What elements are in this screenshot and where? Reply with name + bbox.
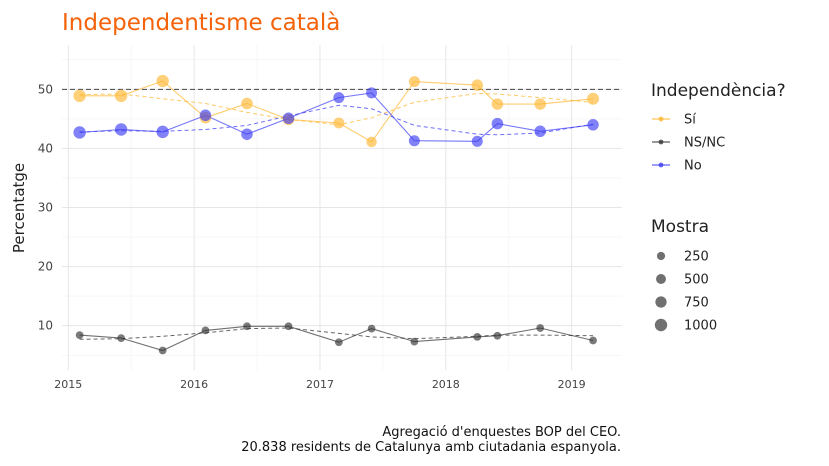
- data-point-No: [199, 109, 212, 122]
- data-point-NS/NC: [589, 336, 597, 345]
- x-tick-label: 2019: [558, 378, 586, 391]
- legend-label: Sí: [684, 113, 696, 128]
- legend-key-point: [658, 116, 664, 122]
- data-point-Sí: [241, 97, 253, 110]
- data-point-NS/NC: [117, 334, 126, 342]
- data-point-No: [366, 87, 378, 99]
- data-point-Sí: [587, 92, 600, 105]
- data-point-No: [333, 92, 345, 104]
- x-tick-label: 2016: [180, 378, 208, 391]
- data-point-No: [282, 112, 295, 125]
- data-point-NS/NC: [75, 331, 84, 340]
- data-point-NS/NC: [410, 337, 419, 346]
- y-axis-title: Percentatge: [10, 163, 28, 253]
- data-point-Sí: [408, 76, 420, 88]
- x-tick-label: 2018: [432, 378, 460, 391]
- x-tick-label: 2017: [306, 378, 334, 391]
- axes: 10 20 30 40 50 2015 2016 2017 2018 2019: [38, 82, 586, 391]
- trend-lines: [79, 92, 594, 340]
- data-point-No: [491, 117, 504, 130]
- y-tick-label: 40: [38, 141, 53, 155]
- legend-size-label: 750: [684, 296, 709, 311]
- legend-size-title: Mostra: [651, 217, 709, 237]
- legend-size: Mostra 250 500 750 1000: [651, 217, 717, 334]
- data-point-No: [73, 126, 86, 139]
- legend-size-marker: [656, 274, 666, 284]
- legend-size-label: 500: [684, 273, 709, 288]
- legend-label: NS/NC: [684, 136, 725, 151]
- chart-title: Independentisme català: [62, 10, 340, 36]
- data-point-Sí: [156, 74, 169, 88]
- data-point-No: [241, 128, 253, 140]
- legend-size-marker: [655, 296, 667, 308]
- legend-key-point: [658, 162, 664, 168]
- data-point-No: [408, 135, 420, 147]
- data-point-No: [156, 125, 169, 139]
- data-point-NS/NC: [201, 326, 210, 335]
- legend-size-label: 1000: [684, 319, 717, 334]
- y-tick-label: 30: [38, 201, 53, 215]
- data-point-NS/NC: [158, 346, 167, 355]
- caption-line-2: 20.838 residents de Catalunya amb ciutad…: [241, 440, 621, 455]
- data-point-NS/NC: [284, 322, 293, 331]
- grid: [62, 45, 622, 370]
- data-point-Sí: [333, 117, 345, 129]
- data-point-NS/NC: [334, 338, 343, 347]
- legend-color: Independència? Sí NS/NC No: [651, 81, 786, 174]
- data-point-No: [534, 125, 546, 138]
- data-point-No: [587, 119, 599, 131]
- data-point-Sí: [534, 98, 546, 110]
- data-point-No: [471, 135, 483, 147]
- data-point-NS/NC: [473, 333, 482, 341]
- data-point-NS/NC: [536, 324, 545, 332]
- data-point-Sí: [366, 136, 377, 148]
- data-point-Sí: [471, 79, 484, 91]
- data-point-NS/NC: [367, 324, 376, 333]
- legend-color-title: Independència?: [651, 81, 786, 101]
- data-point-Sí: [73, 89, 86, 103]
- caption-line-1: Agregació d'enquestes BOP del CEO.: [382, 425, 621, 440]
- legend-label: No: [684, 159, 702, 174]
- legend-size-marker: [654, 318, 668, 332]
- data-point-NS/NC: [243, 322, 251, 331]
- y-tick-label: 50: [38, 82, 53, 96]
- data-point-Sí: [491, 98, 504, 110]
- x-tick-label: 2015: [54, 378, 82, 391]
- trend-line-NS/NC: [79, 327, 594, 340]
- data-points: [73, 74, 600, 355]
- y-tick-label: 10: [38, 319, 53, 333]
- trend-line-No: [79, 104, 594, 136]
- data-point-No: [114, 123, 128, 136]
- data-point-Sí: [114, 89, 128, 103]
- y-tick-label: 20: [38, 260, 53, 274]
- series-line-NS/NC: [79, 325, 594, 352]
- legend-size-label: 250: [684, 250, 709, 265]
- legend-key-point: [658, 139, 664, 145]
- legend-size-marker: [656, 251, 666, 261]
- data-point-NS/NC: [493, 331, 502, 340]
